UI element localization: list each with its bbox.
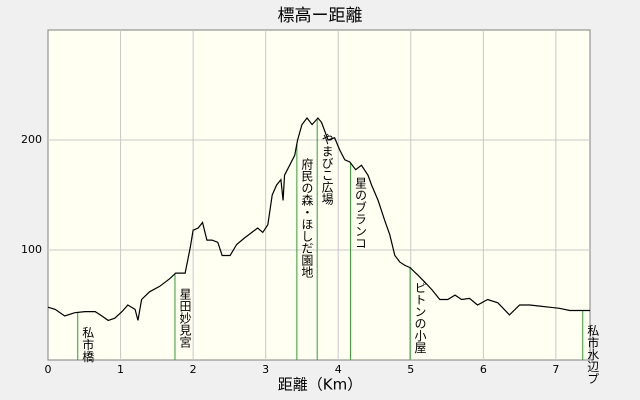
annotation-label: 私市水辺プ <box>586 324 600 384</box>
y-tick-label: 200 <box>21 133 42 146</box>
x-tick-label: 2 <box>190 363 197 376</box>
annotation-label: やまびこ広場 <box>320 132 334 205</box>
annotation-label: 星のブランコ <box>354 177 368 249</box>
y-tick-label: 100 <box>21 243 42 256</box>
x-tick-label: 7 <box>552 363 559 376</box>
annotation-label: 私市橋 <box>81 326 95 363</box>
annotation-label: 府民の森・ほしだ園地 <box>300 156 314 277</box>
chart-title: 標高ー距離 <box>278 6 363 26</box>
x-tick-label: 0 <box>45 363 52 376</box>
elevation-line <box>47 117 590 322</box>
x-tick-label: 3 <box>262 363 269 376</box>
plot-area <box>47 29 591 361</box>
x-tick-label: 1 <box>117 363 124 376</box>
annotation-label: ピトンの小屋 <box>413 281 427 354</box>
annotation-label: 星田妙見宮 <box>178 287 192 347</box>
x-axis-label: 距離（Km） <box>278 376 362 394</box>
x-tick-label: 4 <box>335 363 342 376</box>
x-tick-label: 5 <box>407 363 414 376</box>
x-tick-label: 6 <box>480 363 487 376</box>
